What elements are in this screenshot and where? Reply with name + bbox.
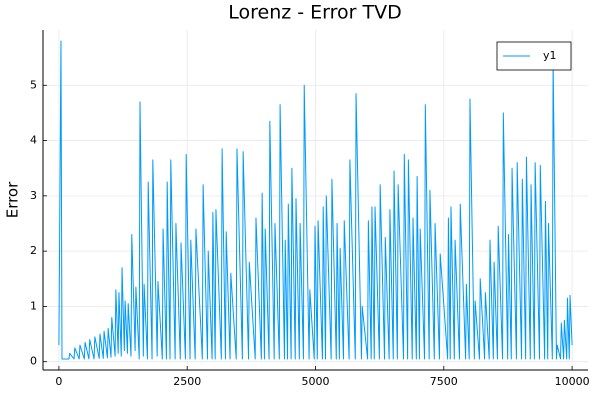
y-axis-label: Error [4,181,22,218]
y-tick-label: 4 [30,134,37,147]
x-tick-label: 7500 [430,375,458,388]
y-tick-label: 2 [30,244,37,257]
y-tick-label: 5 [30,78,37,91]
x-tick-label: 2500 [173,375,201,388]
chart-title: Lorenz - Error TVD [228,2,402,24]
data-line [58,40,573,360]
y-tick-label: 3 [30,189,37,202]
x-tick-label: 5000 [302,375,330,388]
y-tick-label: 0 [30,355,37,368]
x-tick-label: 0 [55,375,62,388]
legend-label: y1 [543,49,557,62]
legend: y1 [496,41,572,71]
y-tick-label: 1 [30,299,37,312]
x-tick-label: 10000 [555,375,590,388]
